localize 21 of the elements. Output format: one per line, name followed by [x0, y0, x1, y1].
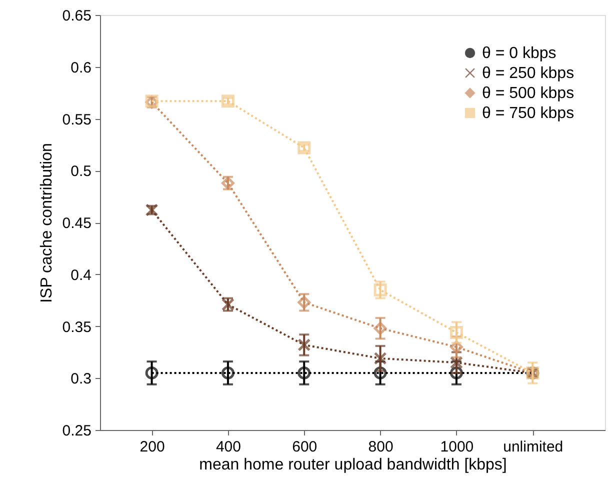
y-tick-label: 0.55: [62, 111, 92, 128]
y-tick-label: 0.4: [70, 266, 92, 284]
legend-label: θ = 0 kbps: [482, 45, 556, 62]
y-tick-label: 0.45: [62, 215, 92, 232]
y-axis-title: ISP cache contribution: [38, 143, 56, 303]
x-tick-label: 400: [216, 438, 241, 456]
y-tick-label: 0.5: [70, 163, 92, 180]
x-tick-label: 1000: [440, 438, 474, 456]
y-tick-label: 0.3: [70, 370, 92, 388]
x-axis-title: mean home router upload bandwidth [kbps]: [199, 456, 507, 474]
y-tick-label: 0.65: [62, 8, 92, 24]
x-tick-label: 800: [368, 438, 394, 456]
x-tick-label: 200: [140, 438, 165, 456]
y-tick-label: 0.25: [62, 422, 92, 440]
y-tick-label: 0.35: [62, 318, 92, 336]
legend-label: θ = 750 kbps: [482, 105, 574, 122]
y-tick-label: 0.6: [70, 59, 92, 76]
x-tick-label: unlimited: [503, 438, 564, 456]
legend-label: θ = 500 kbps: [482, 85, 574, 102]
legend-label: θ = 250 kbps: [482, 65, 574, 82]
x-tick-label: 600: [292, 438, 318, 456]
